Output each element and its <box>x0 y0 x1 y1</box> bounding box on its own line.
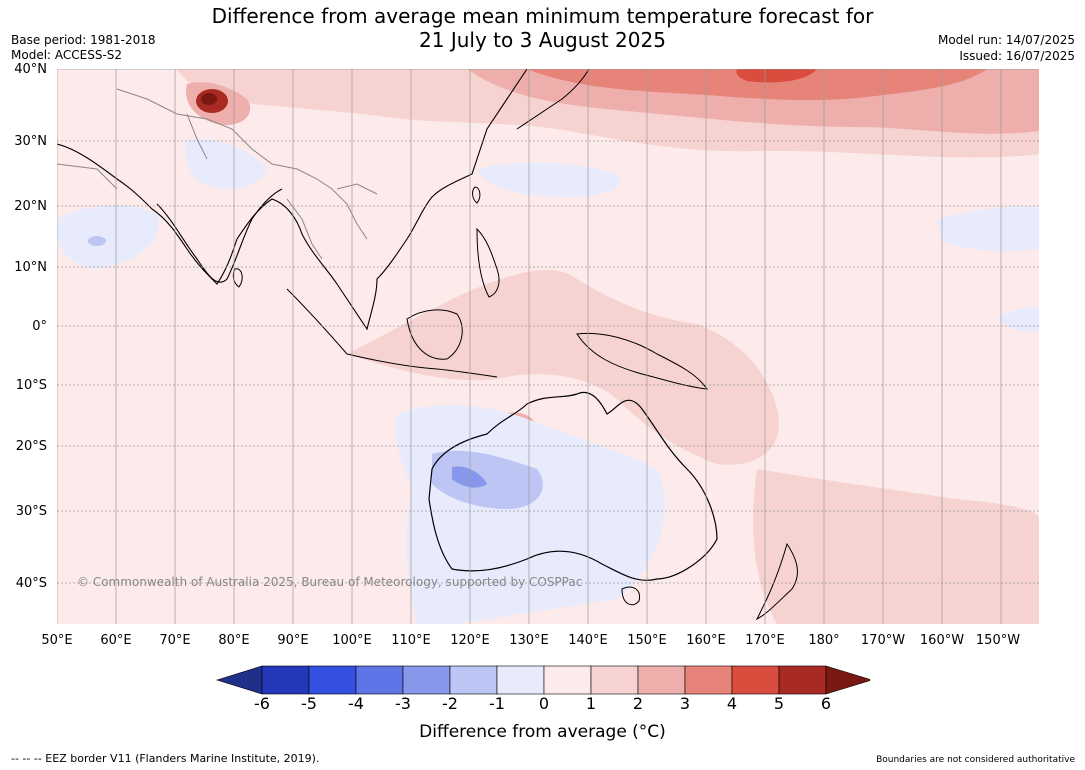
lon-label-170w: 170°W <box>860 633 906 648</box>
coastline-asia <box>57 69 528 331</box>
coastline-india <box>156 188 283 283</box>
coastline-australia <box>428 391 718 581</box>
anomaly-area-cool-australia-mid <box>432 450 543 509</box>
lat-label-30n: 30°N <box>14 134 47 149</box>
lat-label-40n: 40°N <box>14 62 47 77</box>
lat-label-20n: 20°N <box>14 199 47 214</box>
legend-color-cell <box>637 665 686 695</box>
anomaly-area-tibet-core <box>201 93 217 105</box>
legend-color-cell <box>590 665 639 695</box>
anomaly-area-cool-pacific-east <box>937 206 1039 252</box>
coastline-philippines <box>476 227 500 298</box>
legend-arrow-low <box>216 665 263 695</box>
anomaly-area-cool-arabian <box>57 204 159 269</box>
lon-label-130e: 130°E <box>509 633 549 648</box>
coastline-sumatra-java <box>286 288 498 378</box>
country-borders <box>57 88 378 260</box>
anomaly-area-4-5-north <box>736 69 817 83</box>
eez-border-note: -- -- -- EEZ border V11 (Flanders Marine… <box>11 752 320 765</box>
legend-color-cell <box>261 665 310 695</box>
lon-label-150w: 150°W <box>975 633 1021 648</box>
forecast-map[interactable] <box>57 69 1039 624</box>
anomaly-area-cool-australia-core <box>452 466 487 488</box>
coastline-taiwan <box>472 186 481 204</box>
boundaries-disclaimer: Boundaries are not considered authoritat… <box>876 755 1075 765</box>
legend-color-cell <box>402 665 451 695</box>
legend-label: Difference from average (°C) <box>419 722 666 742</box>
lat-label-0: 0° <box>32 319 47 334</box>
issued-date: Issued: 16/07/2025 <box>959 49 1075 63</box>
anomaly-area-cool-india <box>185 138 267 189</box>
lon-label-90e: 90°E <box>277 633 309 648</box>
legend-tick: 3 <box>679 694 691 713</box>
coastline-newzealand <box>755 542 798 621</box>
legend-color-cell <box>731 665 780 695</box>
anomaly-area-1-2-maritime <box>347 269 779 465</box>
lon-label-100e: 100°E <box>332 633 372 648</box>
lat-label-20s: 20°S <box>15 439 47 454</box>
gridlines <box>57 69 1039 624</box>
map-canvas <box>57 69 1039 624</box>
legend-color-cell <box>684 665 733 695</box>
model-run-date: Model run: 14/07/2025 <box>937 33 1075 47</box>
lat-label-40s: 40°S <box>15 576 47 591</box>
legend-color-cell <box>355 665 404 695</box>
legend-color-cell <box>449 665 498 695</box>
model-name: Model: ACCESS-S2 <box>11 48 123 62</box>
legend-tick: -1 <box>489 694 505 713</box>
lon-label-110e: 110°E <box>391 633 431 648</box>
lon-label-160w: 160°W <box>919 633 965 648</box>
lat-label-30s: 30°S <box>15 504 47 519</box>
lon-label-60e: 60°E <box>100 633 132 648</box>
lon-label-120e: 120°E <box>450 633 490 648</box>
lon-label-70e: 70°E <box>159 633 191 648</box>
lon-label-140e: 140°E <box>568 633 608 648</box>
legend-color-cell <box>308 665 357 695</box>
legend-colorbar <box>216 665 870 695</box>
legend-tick: 5 <box>773 694 785 713</box>
legend-tick: -6 <box>254 694 270 713</box>
lon-label-180: 180° <box>808 633 840 648</box>
lon-label-150e: 150°E <box>627 633 667 648</box>
map-title-line2: 21 July to 3 August 2025 <box>419 28 666 52</box>
legend-tick: -3 <box>395 694 411 713</box>
lat-label-10s: 10°S <box>15 378 47 393</box>
legend-arrow-high <box>825 665 870 695</box>
lon-label-80e: 80°E <box>218 633 250 648</box>
coastline-new-guinea <box>576 332 709 390</box>
map-title-line1: Difference from average mean minimum tem… <box>211 4 874 28</box>
coastline-japan <box>516 69 590 130</box>
legend-tick: 6 <box>820 694 832 713</box>
legend-tick: -2 <box>442 694 458 713</box>
legend-tick: -4 <box>348 694 364 713</box>
coastline-borneo <box>406 309 463 360</box>
coastline-srilanka <box>232 268 243 288</box>
legend-tick: 1 <box>585 694 597 713</box>
base-period: Base period: 1981-2018 <box>11 33 156 47</box>
legend-color-cell <box>778 665 827 695</box>
lon-label-170e: 170°E <box>745 633 785 648</box>
legend-color-cell <box>496 665 545 695</box>
lon-label-160e: 160°E <box>686 633 726 648</box>
legend-tick: -5 <box>301 694 317 713</box>
anomaly-area-cool-pacific-eq <box>997 307 1039 332</box>
anomaly-area-cool-pacific-north <box>477 162 621 198</box>
legend-color-cell <box>543 665 592 695</box>
anomaly-area-1-2-southpacific <box>753 469 1039 624</box>
copyright-notice: © Commonwealth of Australia 2025, Bureau… <box>77 575 583 589</box>
legend-tick: 4 <box>726 694 738 713</box>
anomaly-area-cool-arabian-core <box>88 236 106 246</box>
legend-tick: 0 <box>538 694 550 713</box>
lat-label-10n: 10°N <box>14 260 47 275</box>
coastline-tasmania <box>621 586 641 606</box>
legend-tick: 2 <box>632 694 644 713</box>
anomaly-area-3-4-north <box>527 69 987 101</box>
lon-label-50e: 50°E <box>41 633 73 648</box>
